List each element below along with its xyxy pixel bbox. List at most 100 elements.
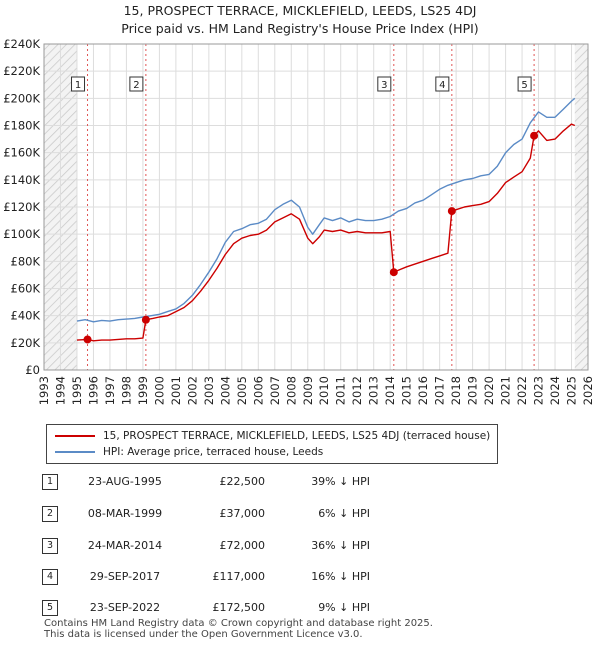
- x-tick-label: 2007: [268, 376, 282, 405]
- x-tick-label: 2005: [235, 376, 249, 405]
- sale-label-text: 2: [133, 80, 139, 91]
- chart-title: 15, PROSPECT TERRACE, MICKLEFIELD, LEEDS…: [123, 3, 477, 18]
- y-tick-label: £20K: [11, 336, 41, 350]
- x-tick-label: 2016: [416, 376, 430, 405]
- x-tick-label: 2022: [515, 376, 529, 405]
- sale-hpi-diff: 39% ↓ HPI: [311, 475, 370, 488]
- sale-label-text: 3: [381, 80, 387, 91]
- sale-price: £72,000: [219, 539, 266, 552]
- x-tick-label: 2009: [301, 376, 315, 405]
- chart-titles: 15, PROSPECT TERRACE, MICKLEFIELD, LEEDS…: [0, 2, 600, 38]
- sale-point: [141, 315, 150, 324]
- x-tick-label: 2025: [565, 376, 579, 405]
- sale-number-badge: 5: [42, 600, 58, 616]
- y-tick-label: £100K: [3, 227, 40, 241]
- plot-frame: [43, 43, 589, 371]
- x-tick-label: 2002: [185, 376, 199, 405]
- y-tick-label: £40K: [11, 309, 41, 323]
- y-tick-label: £0: [25, 363, 40, 377]
- x-tick-label: 2014: [383, 376, 397, 405]
- sale-point: [389, 268, 398, 277]
- x-tick-label: 2010: [317, 376, 331, 405]
- y-tick-label: £180K: [3, 119, 40, 133]
- chart-subtitle: Price paid vs. HM Land Registry's House …: [121, 21, 479, 36]
- chart-legend: 15, PROSPECT TERRACE, MICKLEFIELD, LEEDS…: [46, 424, 498, 464]
- sale-label-box: [71, 76, 86, 92]
- sale-price: £37,000: [219, 507, 266, 520]
- y-tick-label: £240K: [3, 37, 40, 51]
- sale-row: 5 23-SEP-2022 £172,500 9% ↓ HPI: [0, 598, 600, 618]
- series-line-hpi: [76, 97, 576, 323]
- x-tick-label: 2015: [400, 376, 414, 405]
- sale-label-text: 1: [75, 80, 81, 91]
- sale-label-text: 4: [439, 80, 445, 91]
- sale-label-box: [129, 76, 144, 92]
- x-tick-label: 1993: [37, 376, 51, 405]
- sale-point: [83, 335, 92, 344]
- y-tick-label: £80K: [11, 254, 41, 268]
- x-tick-label: 2004: [218, 376, 232, 405]
- sale-label-text: 5: [521, 80, 527, 91]
- legend-swatch-hpi: [55, 451, 95, 453]
- footer-line-2: This data is licensed under the Open Gov…: [44, 629, 363, 640]
- x-tick-label: 2001: [169, 376, 183, 405]
- sale-hpi-diff: 6% ↓ HPI: [318, 507, 370, 520]
- series-line-property: [76, 123, 576, 342]
- x-tick-label: 2006: [251, 376, 265, 405]
- footer-line-1: Contains HM Land Registry data © Crown c…: [44, 618, 433, 629]
- sale-date: 08-MAR-1999: [87, 507, 163, 520]
- legend-swatch-property: [55, 435, 95, 437]
- y-tick-label: £120K: [3, 200, 40, 214]
- sale-row: 4 29-SEP-2017 £117,000 16% ↓ HPI: [0, 567, 600, 587]
- sale-date: 29-SEP-2017: [89, 570, 161, 583]
- sale-point: [530, 131, 539, 140]
- legend-item-property: 15, PROSPECT TERRACE, MICKLEFIELD, LEEDS…: [55, 428, 490, 444]
- sale-hpi-diff: 36% ↓ HPI: [311, 539, 370, 552]
- y-tick-label: £160K: [3, 146, 40, 160]
- sale-price: £117,000: [212, 570, 266, 583]
- x-tick-label: 2000: [152, 376, 166, 405]
- x-tick-label: 2003: [202, 376, 216, 405]
- sale-date: 24-MAR-2014: [87, 539, 163, 552]
- x-tick-label: 2017: [433, 376, 447, 405]
- sale-row: 3 24-MAR-2014 £72,000 36% ↓ HPI: [0, 536, 600, 556]
- y-tick-label: £140K: [3, 173, 40, 187]
- x-tick-label: 2020: [482, 376, 496, 405]
- sale-number-badge: 2: [42, 506, 58, 522]
- sale-price: £172,500: [212, 601, 266, 614]
- x-tick-label: 2019: [466, 376, 480, 405]
- x-tick-label: 1996: [86, 376, 100, 405]
- sale-date: 23-AUG-1995: [88, 475, 162, 488]
- x-tick-label: 1999: [136, 376, 150, 405]
- y-tick-label: £220K: [3, 64, 40, 78]
- x-tick-label: 2018: [449, 376, 463, 405]
- x-tick-label: 2012: [350, 376, 364, 405]
- legend-label-property: 15, PROSPECT TERRACE, MICKLEFIELD, LEEDS…: [103, 430, 491, 442]
- x-tick-label: 2011: [334, 376, 348, 405]
- legend-item-hpi: HPI: Average price, terraced house, Leed…: [55, 444, 323, 460]
- sale-label-box: [517, 76, 532, 92]
- y-tick-label: £200K: [3, 91, 40, 105]
- x-tick-label: 2023: [532, 376, 546, 405]
- x-tick-label: 2008: [284, 376, 298, 405]
- x-tick-label: 2024: [548, 376, 562, 405]
- sale-hpi-diff: 16% ↓ HPI: [311, 570, 370, 583]
- footer-attribution: Contains HM Land Registry data © Crown c…: [44, 618, 584, 640]
- sale-number-badge: 1: [42, 474, 58, 490]
- y-tick-label: £60K: [11, 282, 41, 296]
- sale-date: 23-SEP-2022: [89, 601, 161, 614]
- x-tick-label: 2026: [581, 376, 595, 405]
- sale-number-badge: 4: [42, 569, 58, 585]
- sale-price: £22,500: [219, 475, 266, 488]
- sale-label-box: [377, 76, 392, 92]
- legend-label-hpi: HPI: Average price, terraced house, Leed…: [103, 446, 324, 458]
- sale-row: 2 08-MAR-1999 £37,000 6% ↓ HPI: [0, 504, 600, 524]
- x-tick-label: 2021: [499, 376, 513, 405]
- x-tick-label: 2013: [367, 376, 381, 405]
- sale-label-box: [435, 76, 450, 92]
- x-tick-label: 1998: [119, 376, 133, 405]
- sale-point: [447, 207, 456, 216]
- sale-number-badge: 3: [42, 538, 58, 554]
- x-tick-label: 1997: [103, 376, 117, 405]
- x-tick-label: 1995: [70, 376, 84, 405]
